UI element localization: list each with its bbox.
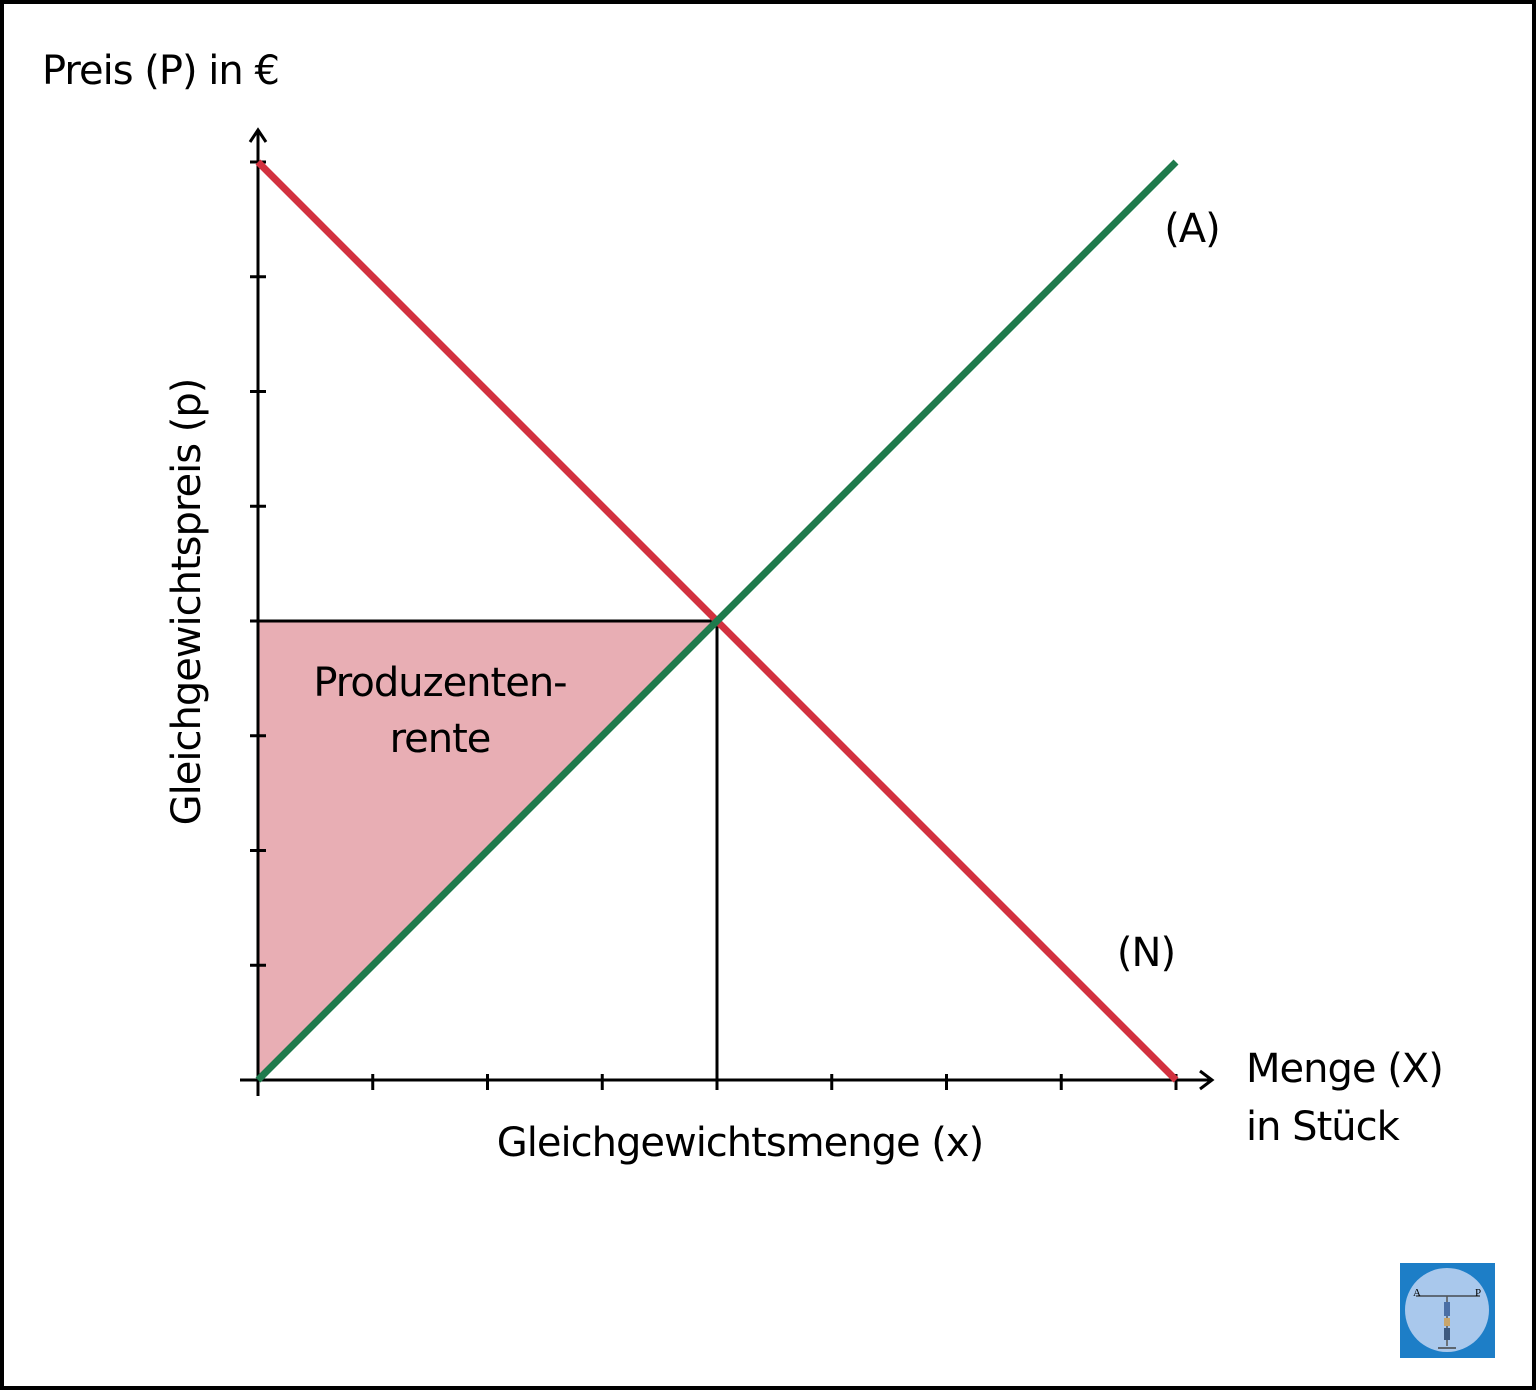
y-ticks [250,160,266,967]
x-axis-arrow [1199,1069,1215,1091]
logo: A P [1400,1263,1495,1358]
equilibrium-quantity-label: Gleichgewichtsmenge (x) [497,1120,983,1166]
series-group [255,159,1179,1083]
producer-surplus-label-line2: rente [390,716,491,762]
producer-surplus-label-line1: Produzenten- [313,660,566,706]
supply-curve-line [255,159,1179,1083]
x-axis-title-line1: Menge (X) [1246,1046,1443,1092]
logo-bottle-base-icon [1444,1328,1450,1340]
equilibrium-price-label: Gleichgewichtspreis (p) [164,379,210,826]
logo-letter-right: P [1475,1287,1481,1299]
logo-bottle-band-icon [1444,1318,1450,1326]
logo-letter-left: A [1413,1287,1421,1299]
logo-bottle-icon [1444,1302,1450,1316]
y-axis-arrow [248,127,268,143]
x-axis-title-line2: in Stück [1246,1104,1401,1150]
supply-curve-label: (A) [1164,206,1220,252]
y-axis-title: Preis (P) in € [42,48,279,94]
demand-curve-label: (N) [1117,930,1175,976]
